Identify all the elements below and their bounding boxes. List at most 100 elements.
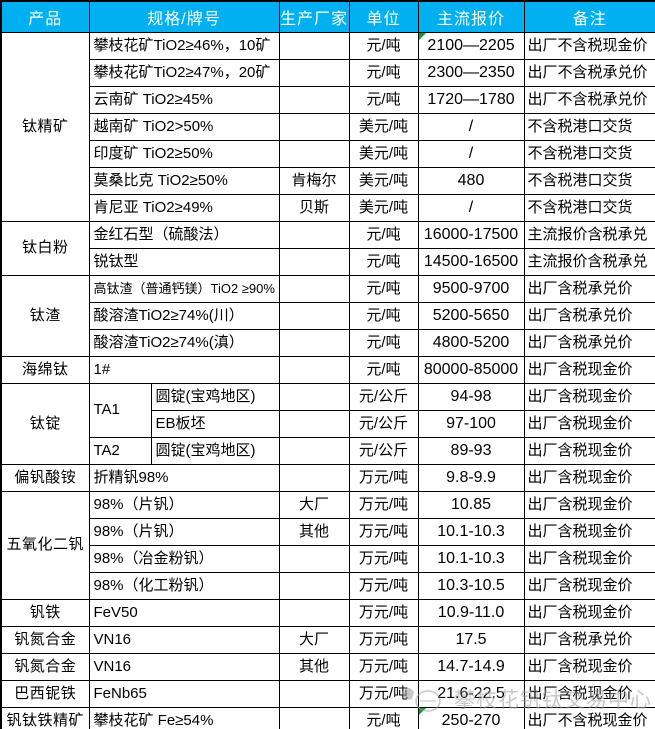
spec-cell: 攀枝花矿 Fe≥54% xyxy=(88,707,280,729)
product-cell: 钒铁 xyxy=(0,599,90,627)
manufacturer-cell xyxy=(278,59,350,87)
product-cell: 钛锭 xyxy=(0,383,90,465)
table-body: 钛精矿 攀枝花矿TiO2≥46%，10矿 元/吨 2100—2205 出厂不含税现金价攀… xyxy=(0,32,655,729)
table-row: 酸溶渣TiO2≥74%(滇） 元/吨 4800-5200 出厂含税承兑价 xyxy=(1,329,655,357)
product-cell: 五氧化二钒 xyxy=(0,491,90,600)
table-row: 钛渣 高钛渣（普通钙镁）TiO2 ≥90% 元/吨 9500-9700 出厂含税承兑价 xyxy=(0,275,655,357)
table-row: 锐钛型 元/吨 14500-16500 主流报价含税承兑 xyxy=(1,248,655,276)
price-cell: 10.3-10.5 xyxy=(417,572,525,600)
unit-cell: 万元/吨 xyxy=(348,518,419,546)
table-row: 钒钛铁精矿 攀枝花矿 Fe≥54% 元/吨 250-270 出厂不含税现金价 xyxy=(0,707,655,729)
manufacturer-cell xyxy=(278,464,350,492)
table-row: 98%（化工粉钒） 万元/吨 10.3-10.5 出厂含税现金价 xyxy=(1,572,655,600)
unit-cell: 万元/吨 xyxy=(348,572,419,600)
product-cell: 钒氮合金 xyxy=(0,626,90,654)
price-cell: 480 xyxy=(417,167,525,195)
price-cell: 16000-17500 xyxy=(417,221,525,249)
table-row: 钛精矿 攀枝花矿TiO2≥46%，10矿 元/吨 2100—2205 出厂不含税现金价 xyxy=(0,32,655,222)
spec-cell: 越南矿 TiO2>50% xyxy=(88,113,280,141)
table-row: 攀枝花矿TiO2≥47%，20矿 元/吨 2300—2350 出厂不含税承兑价 xyxy=(1,59,655,87)
table-row: 莫桑比克 TiO2≥50% 肯梅尔 美元/吨 480 不含税港口交货 xyxy=(1,167,655,195)
header-row: 产品 规格/牌号 生产厂家 单位 主流报价 备注 xyxy=(0,0,655,33)
note-cell: 不含税港口交货 xyxy=(523,140,655,168)
spec-cell: 折精钒98% xyxy=(88,464,280,492)
product-cell: 海绵钛 xyxy=(0,356,90,384)
manufacturer-cell xyxy=(278,275,350,303)
manufacturer-cell: 其他 xyxy=(278,518,350,546)
price-cell: 10.9-11.0 xyxy=(417,599,525,627)
note-cell: 出厂含税承兑价 xyxy=(523,275,655,303)
unit-cell: 元/吨 xyxy=(348,356,419,384)
note-cell: 主流报价含税承兑 xyxy=(523,221,655,249)
note-cell: 出厂含税现金价 xyxy=(523,653,655,681)
price-cell: 5200-5650 xyxy=(417,302,525,330)
note-cell: 出厂含税现金价 xyxy=(523,437,655,465)
table-row: 巴西铌铁 FeNb65 万元/吨 21.6-22.5 出厂含税现金价 xyxy=(0,680,655,708)
price-cell: 89-93 xyxy=(417,437,525,465)
price-cell: 10.1-10.3 xyxy=(417,518,525,546)
note-cell: 出厂含税现金价 xyxy=(523,518,655,546)
table-row: 钒氮合金 VN16 大厂 万元/吨 17.5 出厂含税承兑价 xyxy=(0,626,655,654)
product-cell: 钛白粉 xyxy=(0,221,90,276)
price-cell: 9.8-9.9 xyxy=(417,464,525,492)
manufacturer-cell: 其他 xyxy=(278,653,350,681)
manufacturer-cell xyxy=(278,32,350,60)
spec-cell: 98%（片钒） xyxy=(88,518,280,546)
unit-cell: 元/公斤 xyxy=(348,410,419,438)
spec-cell: 印度矿 TiO2≥50% xyxy=(88,140,280,168)
table-row: 钛白粉 金红石型（硫酸法） 元/吨 16000-17500 主流报价含税承兑 xyxy=(0,221,655,276)
note-cell: 不含税港口交货 xyxy=(523,194,655,222)
spec-cell: 云南矿 TiO2≥45% xyxy=(88,86,280,114)
spec-cell: 莫桑比克 TiO2≥50% xyxy=(88,167,280,195)
unit-cell: 元/公斤 xyxy=(348,383,419,411)
price-cell: 250-270 xyxy=(417,707,525,729)
spec-cell: FeV50 xyxy=(88,599,280,627)
spec-cell: 高钛渣（普通钙镁）TiO2 ≥90% xyxy=(88,275,280,303)
spec-cell: VN16 xyxy=(88,653,280,681)
spec-cell: 1# xyxy=(88,356,280,384)
table-row: 偏钒酸铵 折精钒98% 万元/吨 9.8-9.9 出厂含税现金价 xyxy=(0,464,655,492)
product-cell: 钒钛铁精矿 xyxy=(0,707,90,729)
manufacturer-cell xyxy=(278,113,350,141)
manufacturer-cell xyxy=(278,599,350,627)
price-cell: / xyxy=(417,194,525,222)
price-cell: 10.85 xyxy=(417,491,525,519)
price-cell: 94-98 xyxy=(417,383,525,411)
note-cell: 出厂含税现金价 xyxy=(523,464,655,492)
manufacturer-cell xyxy=(278,680,350,708)
product-cell: 偏钒酸铵 xyxy=(0,464,90,492)
unit-cell: 元/公斤 xyxy=(348,437,419,465)
spec-cell: 攀枝花矿TiO2≥46%，10矿 xyxy=(88,32,280,60)
note-cell: 出厂不含税现金价 xyxy=(523,707,655,729)
unit-cell: 元/吨 xyxy=(348,329,419,357)
spec-cell: 98%（化工粉钒） xyxy=(88,572,280,600)
unit-cell: 美元/吨 xyxy=(348,194,419,222)
manufacturer-cell xyxy=(278,707,350,729)
spec-cell: 圆锭(宝鸡地区) xyxy=(150,383,280,411)
column-header-3: 单位 xyxy=(348,0,419,33)
note-cell: 出厂含税承兑价 xyxy=(523,302,655,330)
unit-cell: 元/吨 xyxy=(348,302,419,330)
cell-flag-triangle-icon xyxy=(419,708,426,715)
manufacturer-cell: 贝斯 xyxy=(278,194,350,222)
product-cell: 巴西铌铁 xyxy=(0,680,90,708)
note-cell: 不含税港口交货 xyxy=(523,167,655,195)
unit-cell: 元/吨 xyxy=(348,248,419,276)
note-cell: 出厂不含税承兑价 xyxy=(523,86,655,114)
manufacturer-cell xyxy=(278,221,350,249)
note-cell: 出厂不含税现金价 xyxy=(523,32,655,60)
column-header-2: 生产厂家 xyxy=(278,0,350,33)
unit-cell: 美元/吨 xyxy=(348,167,419,195)
manufacturer-cell: 大厂 xyxy=(278,491,350,519)
column-header-1: 规格/牌号 xyxy=(88,0,280,33)
spec-cell: 圆锭(宝鸡地区) xyxy=(150,437,280,465)
unit-cell: 美元/吨 xyxy=(348,113,419,141)
unit-cell: 万元/吨 xyxy=(348,653,419,681)
note-cell: 主流报价含税承兑 xyxy=(523,248,655,276)
price-cell: 9500-9700 xyxy=(417,275,525,303)
manufacturer-cell xyxy=(278,86,350,114)
table-row: 越南矿 TiO2>50% 美元/吨 / 不含税港口交货 xyxy=(1,113,655,141)
spec-cell: 金红石型（硫酸法） xyxy=(88,221,280,249)
note-cell: 出厂含税承兑价 xyxy=(523,626,655,654)
